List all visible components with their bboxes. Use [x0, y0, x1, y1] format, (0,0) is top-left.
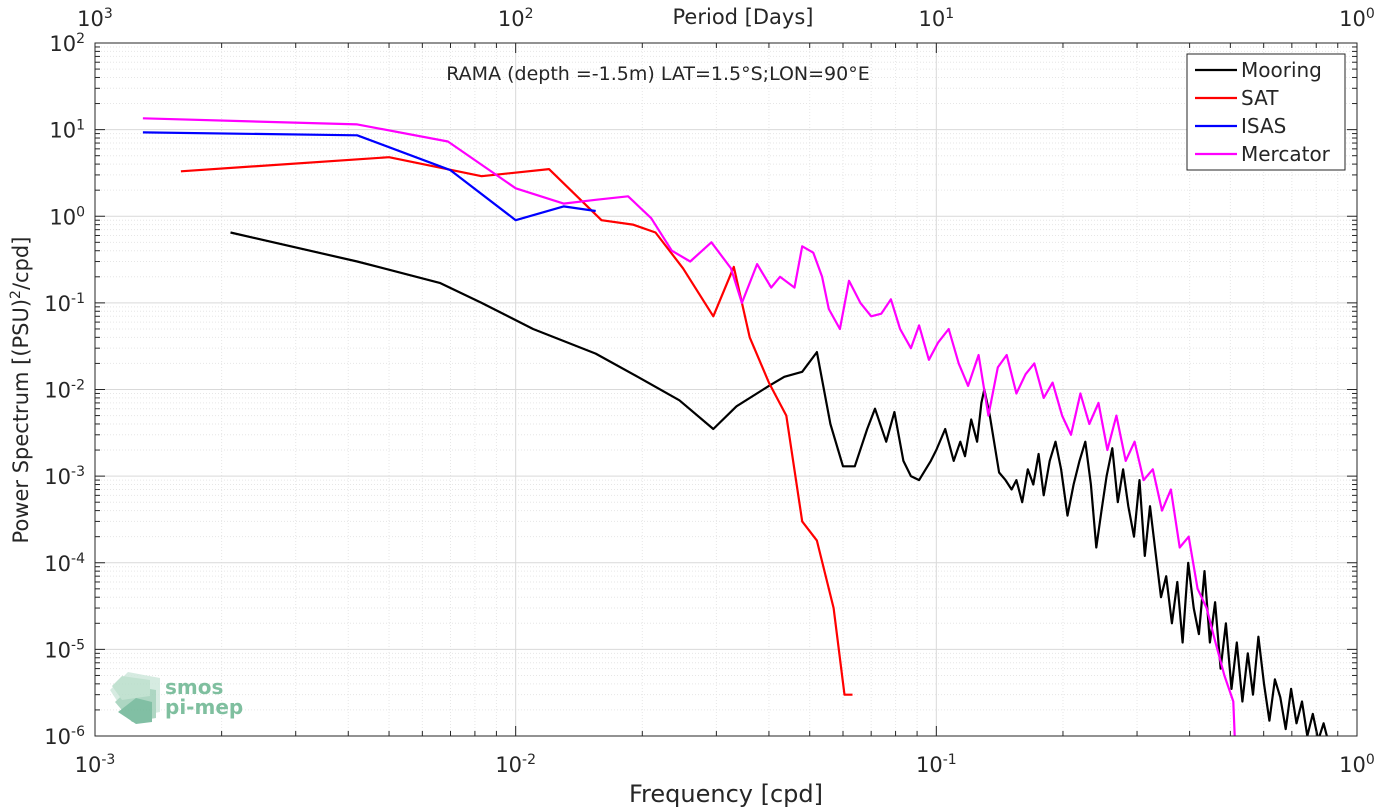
smos-pimep-logo: smos pi-mep — [110, 672, 243, 724]
top-tick-label: 102 — [498, 6, 534, 31]
y-tick-label: 102 — [49, 31, 85, 56]
series-line-mooring — [230, 231, 1332, 736]
top-tick-label: 101 — [919, 6, 955, 31]
legend-box — [1186, 53, 1346, 171]
legend-label-mercator: Mercator — [1241, 142, 1331, 166]
logo-text-line2: pi-mep — [165, 695, 243, 719]
series-line-mercator — [142, 117, 1236, 736]
series-line-isas — [142, 131, 596, 222]
legend-label-mooring: Mooring — [1241, 58, 1322, 82]
minor-grid — [95, 43, 1357, 736]
y-tick-label: 10-6 — [44, 724, 85, 749]
y-tick-label: 10-3 — [44, 464, 85, 489]
series-layer — [142, 117, 1332, 736]
y-tick-label: 10-2 — [44, 378, 85, 403]
y-tick-label: 10-5 — [44, 637, 85, 662]
y-tick-label: 100 — [49, 204, 85, 229]
logo-mark — [110, 672, 160, 724]
axis-ticks: 10-3 10-2 10-1 100 10-6 10-5 10-4 10-3 10-2 10-1 1… — [44, 6, 1375, 777]
logo-text-line1: smos — [165, 675, 223, 699]
y-tick-label: 10-1 — [44, 291, 85, 316]
y-tick-label: 101 — [49, 118, 85, 143]
x-tick-label: 100 — [1339, 752, 1375, 777]
series-line-sat — [180, 156, 853, 696]
legend-label-isas: ISAS — [1241, 114, 1286, 138]
x-tick-label: 10-2 — [495, 752, 536, 777]
chart-title: RAMA (depth =-1.5m) LAT=1.5°S;LON=90°E — [446, 63, 870, 85]
legend-label-sat: SAT — [1241, 86, 1279, 110]
top-tick-label: 100 — [1339, 6, 1375, 31]
x-tick-label: 10-1 — [916, 752, 957, 777]
top-axis-label: Period [Days] — [673, 5, 814, 29]
top-tick-label: 103 — [77, 6, 113, 31]
y-axis-label: Power Spectrum [(PSU)2/cpd] — [8, 237, 33, 544]
y-tick-label: 10-4 — [44, 551, 85, 576]
x-axis-label: Frequency [cpd] — [629, 780, 823, 808]
x-tick-label: 10-3 — [75, 752, 116, 777]
legend: Mooring SAT ISAS Mercator — [1186, 53, 1346, 171]
